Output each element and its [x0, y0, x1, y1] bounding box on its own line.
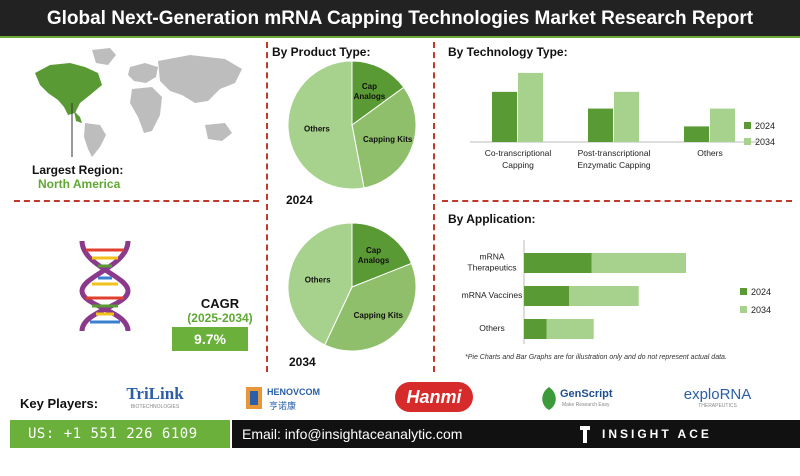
pie-slice: [287, 60, 365, 190]
insightace-logo-icon: [580, 426, 590, 443]
bar: [591, 253, 686, 273]
pie-slice: [324, 262, 417, 352]
bar: [684, 126, 709, 142]
player-logo-hanmi: Hanmi: [395, 382, 473, 412]
legend-swatch: [744, 122, 751, 129]
legend-swatch: [740, 306, 747, 313]
bar: [710, 108, 735, 142]
pie-label: Capping Kits: [363, 135, 413, 144]
pie-2024-year: 2024: [286, 193, 313, 207]
footer-phone: US: +1 551 226 6109: [10, 420, 230, 448]
bar: [492, 91, 517, 142]
bar: [524, 286, 569, 306]
footer-brand: INSIGHT ACE ANALYTIC: [602, 427, 712, 469]
world-map-icon: [35, 48, 242, 157]
tick-label: Others: [697, 148, 723, 158]
legend-label: 2034: [751, 305, 771, 315]
tick-label: Co-transcriptional: [485, 148, 552, 158]
cagr-value: 9.7%: [172, 327, 248, 351]
bar: [518, 72, 543, 142]
divider: [433, 42, 435, 372]
pie-slice: [351, 86, 417, 189]
tick-label: Post-transcriptional: [578, 148, 651, 158]
bar: [524, 319, 547, 339]
pie-label: Analogs: [358, 256, 390, 265]
pie-label: Cap: [366, 246, 381, 255]
chart-note: *Pie Charts and Bar Graphs are for illus…: [465, 354, 727, 361]
player-logo-henovcom: HENOVCOM 亨诺康: [245, 383, 325, 413]
legend-label: 2034: [755, 137, 775, 147]
legend-label: 2024: [751, 287, 771, 297]
tick-label: Therapeutics: [467, 263, 516, 273]
pie-label: Others: [304, 124, 330, 133]
application-title: By Application:: [448, 212, 536, 226]
genscript-leaf-icon: [542, 387, 556, 410]
player-logo-genscript: GenScript Make Research Easy: [540, 384, 620, 414]
technology-title: By Technology Type:: [448, 45, 568, 59]
legend-label: 2024: [755, 121, 775, 131]
technology-bar-chart: Co-transcriptional Capping Post-transcript…: [470, 72, 775, 170]
bar: [524, 253, 592, 273]
product-title: By Product Type:: [272, 45, 371, 59]
pie-slice: [351, 60, 405, 126]
page-title: Global Next-Generation mRNA Capping Tech…: [0, 0, 800, 38]
pie-label: Capping Kits: [354, 311, 404, 320]
tick-label: mRNA Vaccines: [462, 290, 523, 300]
player-logo-trilink: TriLink BIOTECHNOLOGIES: [126, 384, 184, 410]
player-logo-explorna: exploRNA THERAPEUTICS: [683, 386, 752, 409]
legend-swatch: [744, 138, 751, 145]
pie-label: Cap: [362, 82, 377, 91]
bar: [569, 286, 639, 306]
divider: [14, 200, 259, 202]
pie-2034-year: 2034: [289, 355, 316, 369]
pie-label: Others: [305, 275, 331, 284]
bar: [588, 108, 613, 142]
divider: [442, 200, 792, 202]
region-value: North America: [38, 177, 121, 191]
tick-label: mRNA: [479, 252, 504, 262]
pie-label: Analogs: [354, 92, 386, 101]
tick-label: Capping: [502, 160, 534, 170]
cagr-label: CAGR: [200, 296, 240, 311]
bar: [546, 319, 594, 339]
tick-label: Others: [479, 323, 505, 333]
pie-slice: [351, 222, 413, 288]
footer-email: Email: info@insightaceanalytic.com: [232, 420, 800, 448]
cagr-period: (2025-2034): [187, 311, 253, 325]
henovcom-mark-icon: [246, 387, 262, 409]
legend-swatch: [740, 288, 747, 295]
region-label: Largest Region:: [32, 163, 124, 177]
bar: [614, 91, 639, 142]
dna-icon: [79, 240, 131, 332]
divider: [266, 42, 268, 372]
tick-label: Enzymatic Capping: [577, 160, 651, 170]
pie-slice: [287, 222, 353, 346]
key-players-label: Key Players:: [20, 396, 99, 411]
